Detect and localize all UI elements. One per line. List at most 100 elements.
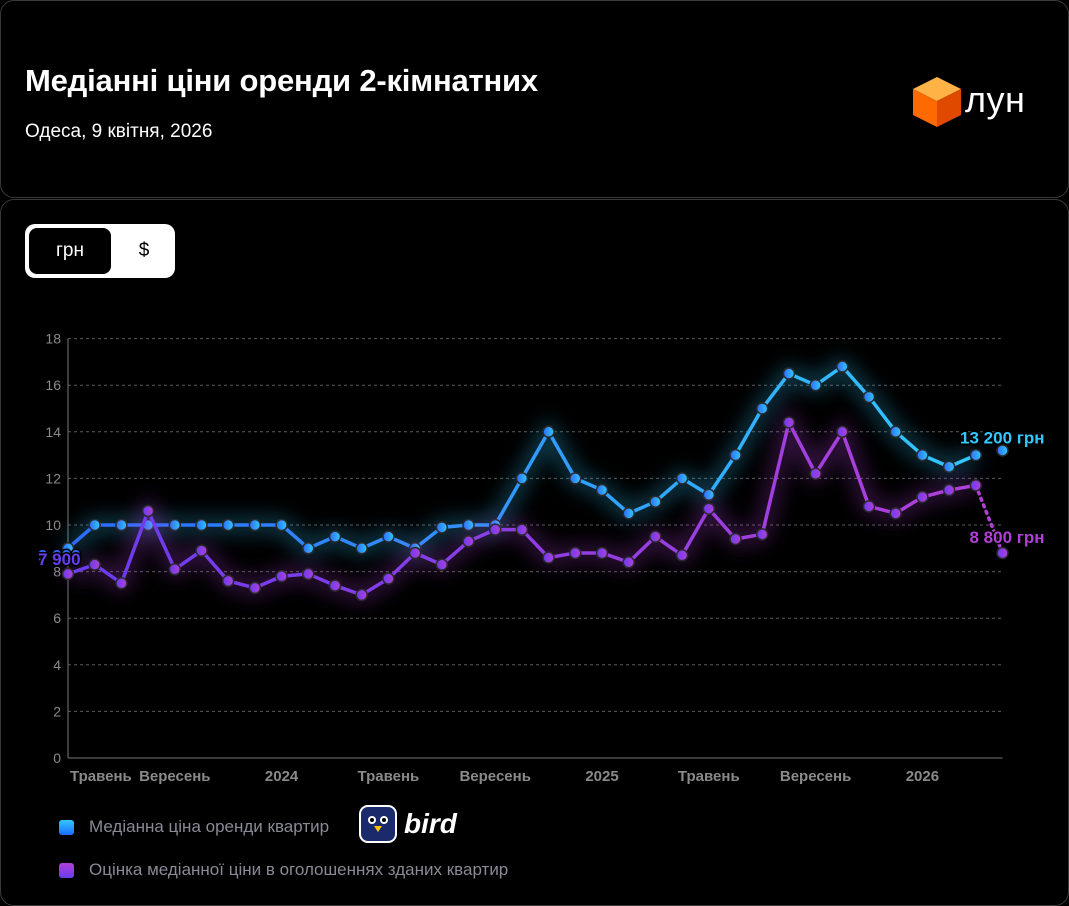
data-point[interactable] bbox=[462, 535, 475, 548]
y-tick-label: 2 bbox=[53, 703, 61, 719]
data-point[interactable] bbox=[302, 567, 315, 581]
data-point[interactable] bbox=[809, 467, 822, 480]
y-tick-label: 18 bbox=[45, 331, 61, 347]
series-end-label: 13 200 грн bbox=[960, 428, 1044, 447]
data-point[interactable] bbox=[729, 448, 742, 462]
y-tick-label: 12 bbox=[45, 470, 61, 486]
x-tick-label: Вересень bbox=[780, 768, 851, 785]
lun-logo-icon bbox=[913, 77, 961, 127]
data-point[interactable] bbox=[755, 402, 769, 415]
x-tick-label: Вересень bbox=[459, 768, 530, 785]
x-tick-label: Вересень bbox=[139, 768, 210, 785]
data-point[interactable] bbox=[702, 502, 716, 515]
data-point[interactable] bbox=[729, 532, 742, 546]
data-point[interactable] bbox=[248, 518, 262, 532]
data-point[interactable] bbox=[916, 448, 929, 462]
data-point[interactable] bbox=[569, 472, 582, 485]
data-point[interactable] bbox=[488, 523, 502, 536]
y-tick-label: 8 bbox=[53, 564, 61, 580]
data-point[interactable] bbox=[435, 558, 449, 571]
data-point[interactable] bbox=[221, 574, 235, 588]
data-point[interactable] bbox=[88, 558, 101, 571]
data-point[interactable] bbox=[996, 444, 1009, 457]
data-point[interactable] bbox=[782, 416, 796, 429]
data-point[interactable] bbox=[996, 546, 1009, 560]
series-end-label: 8 800 грн bbox=[970, 528, 1045, 547]
data-point[interactable] bbox=[462, 518, 475, 532]
data-point[interactable] bbox=[542, 551, 555, 564]
series-start-label: 9 000 bbox=[38, 546, 81, 565]
data-point[interactable] bbox=[355, 588, 368, 602]
data-point[interactable] bbox=[195, 544, 208, 557]
data-point[interactable] bbox=[942, 483, 956, 497]
data-point[interactable] bbox=[622, 556, 635, 569]
series-glow bbox=[65, 402, 978, 603]
data-point[interactable] bbox=[515, 472, 529, 485]
data-point[interactable] bbox=[408, 546, 422, 560]
data-point[interactable] bbox=[221, 518, 235, 532]
data-point[interactable] bbox=[515, 523, 529, 536]
data-point[interactable] bbox=[862, 500, 876, 513]
data-point[interactable] bbox=[675, 472, 689, 485]
data-point[interactable] bbox=[88, 518, 101, 532]
currency-usd-button[interactable]: $ bbox=[117, 228, 171, 274]
x-tick-label: Травень bbox=[70, 768, 132, 785]
data-point[interactable] bbox=[382, 572, 395, 585]
logo-text: лун bbox=[965, 79, 1026, 120]
y-tick-label: 0 bbox=[53, 750, 61, 766]
legend-swatch-purple bbox=[59, 862, 74, 878]
chart-panel: грн $ 0 2 4 6 8 10 12 14 16 18 Травень Вересень 2024… bbox=[0, 199, 1069, 906]
data-point[interactable] bbox=[115, 518, 128, 532]
data-point[interactable] bbox=[168, 563, 182, 576]
data-point[interactable] bbox=[649, 495, 662, 508]
data-point[interactable] bbox=[942, 460, 956, 473]
data-point[interactable] bbox=[595, 546, 609, 560]
data-point[interactable] bbox=[782, 367, 796, 380]
data-point[interactable] bbox=[328, 579, 342, 592]
data-point[interactable] bbox=[649, 530, 662, 543]
data-point[interactable] bbox=[889, 425, 902, 439]
page-title: Медіанні ціни оренди 2-кімнатних bbox=[25, 63, 538, 98]
header-panel: Медіанні ціни оренди 2-кімнатних Одеса, … bbox=[0, 0, 1069, 198]
data-point[interactable] bbox=[195, 518, 208, 532]
bird-logo-icon bbox=[359, 805, 397, 843]
data-point[interactable] bbox=[969, 448, 983, 462]
data-point[interactable] bbox=[836, 425, 849, 439]
data-point[interactable] bbox=[328, 530, 342, 543]
data-point[interactable] bbox=[969, 479, 983, 492]
data-point[interactable] bbox=[115, 577, 128, 590]
data-point[interactable] bbox=[248, 581, 262, 595]
data-point[interactable] bbox=[889, 507, 902, 520]
data-point[interactable] bbox=[862, 390, 876, 404]
data-point[interactable] bbox=[275, 518, 288, 532]
data-point[interactable] bbox=[435, 521, 449, 534]
data-point[interactable] bbox=[569, 546, 582, 560]
legend-item-median-rent[interactable]: Медіанна ціна оренди квартир bbox=[59, 816, 329, 838]
data-point[interactable] bbox=[622, 507, 635, 520]
data-point[interactable] bbox=[542, 425, 555, 439]
x-tick-label: 2025 bbox=[585, 768, 618, 785]
x-tick-label: 2024 bbox=[265, 768, 299, 785]
data-point[interactable] bbox=[355, 542, 368, 555]
data-point[interactable] bbox=[61, 542, 75, 555]
data-point[interactable] bbox=[141, 504, 155, 518]
data-point[interactable] bbox=[595, 483, 609, 497]
data-point[interactable] bbox=[302, 542, 315, 555]
legend-item-listing-estimate[interactable]: Оцінка медіанної ціни в оголошеннях здан… bbox=[59, 859, 508, 881]
x-tick-label: 2026 bbox=[906, 768, 939, 785]
y-tick-label: 10 bbox=[45, 517, 61, 533]
y-tick-label: 4 bbox=[53, 657, 61, 673]
data-point[interactable] bbox=[61, 567, 75, 581]
y-tick-label: 6 bbox=[53, 610, 61, 626]
data-point[interactable] bbox=[382, 530, 395, 543]
bird-brand-text: bird bbox=[404, 808, 457, 839]
data-point[interactable] bbox=[275, 570, 288, 583]
data-point[interactable] bbox=[755, 528, 769, 541]
data-point[interactable] bbox=[168, 518, 182, 532]
data-point[interactable] bbox=[675, 549, 689, 562]
data-point[interactable] bbox=[809, 378, 822, 392]
legend-label: Оцінка медіанної ціни в оголошеннях здан… bbox=[89, 860, 509, 879]
data-point[interactable] bbox=[836, 360, 849, 373]
data-point[interactable] bbox=[916, 490, 929, 504]
currency-uah-button[interactable]: грн bbox=[29, 228, 111, 274]
